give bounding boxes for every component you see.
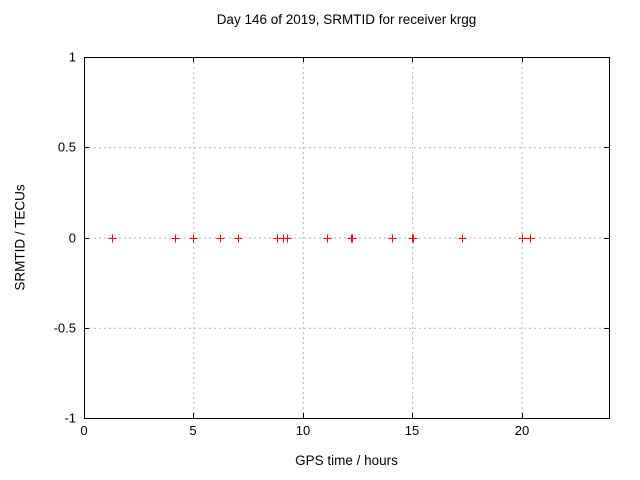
x-axis-label: GPS time / hours [295,453,398,468]
chart-title: Day 146 of 2019, SRMTID for receiver krg… [216,12,477,27]
y-tick-label: -0.5 [54,321,76,336]
y-tick-label: 0 [69,231,76,246]
x-tick-label: 20 [515,423,529,438]
x-tick-label: 15 [405,423,419,438]
x-tick-label: 0 [80,423,87,438]
x-tick-label: 10 [296,423,310,438]
y-tick-label: -1 [64,411,76,426]
x-tick-label: 5 [189,423,196,438]
y-tick-label: 0.5 [58,140,76,155]
y-tick-label: 1 [69,50,76,65]
